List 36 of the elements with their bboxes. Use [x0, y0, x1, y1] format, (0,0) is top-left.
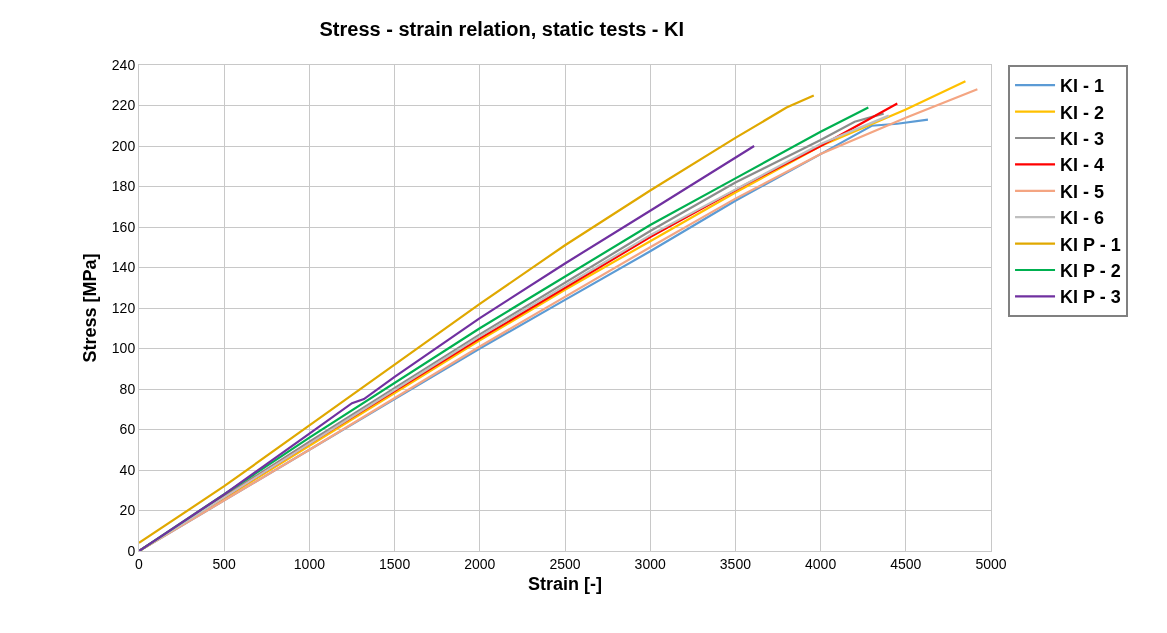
- legend-label: KI - 5: [1060, 181, 1105, 202]
- x-tick-label: 2500: [549, 555, 581, 572]
- y-tick-label: 40: [119, 461, 136, 478]
- y-tick-label: 180: [111, 178, 136, 195]
- x-tick-label: 5000: [975, 555, 1007, 572]
- legend-label: KI - 4: [1060, 155, 1105, 176]
- legend-label: KI - 2: [1060, 102, 1105, 123]
- legend-label: KI P - 1: [1060, 234, 1121, 255]
- legend-label: KI P - 3: [1060, 287, 1121, 308]
- y-tick-label: 140: [111, 259, 136, 276]
- legend-label: KI - 3: [1060, 129, 1105, 150]
- y-tick-label: 100: [111, 340, 136, 357]
- x-tick-label: 3500: [719, 555, 752, 572]
- legend-label: KI P - 2: [1060, 261, 1121, 282]
- legend-label: KI - 6: [1060, 208, 1105, 229]
- x-tick-label: 1000: [293, 555, 326, 572]
- y-tick-label: 160: [111, 218, 136, 235]
- legend-label: KI - 1: [1060, 76, 1105, 97]
- x-tick-label: 1500: [379, 555, 411, 572]
- y-tick-label: 80: [119, 380, 136, 397]
- x-axis-title: Strain [-]: [528, 573, 602, 594]
- y-tick-label: 0: [127, 542, 136, 559]
- y-axis-title: Stress [MPa]: [80, 253, 101, 363]
- y-tick-label: 20: [119, 502, 136, 519]
- x-tick-label: 4000: [805, 555, 837, 572]
- x-tick-label: 3000: [634, 555, 666, 572]
- x-tick-label: 500: [212, 555, 237, 572]
- x-tick-label: 2000: [464, 555, 496, 572]
- y-tick-label: 60: [119, 421, 136, 438]
- chart-title: Stress - strain relation, static tests - KI: [319, 18, 685, 41]
- y-tick-label: 240: [111, 56, 136, 73]
- y-tick-label: 120: [111, 299, 136, 316]
- y-tick-label: 200: [111, 137, 136, 154]
- y-tick-label: 220: [111, 97, 136, 114]
- x-tick-label: 4500: [890, 555, 922, 572]
- line-series: [139, 144, 756, 551]
